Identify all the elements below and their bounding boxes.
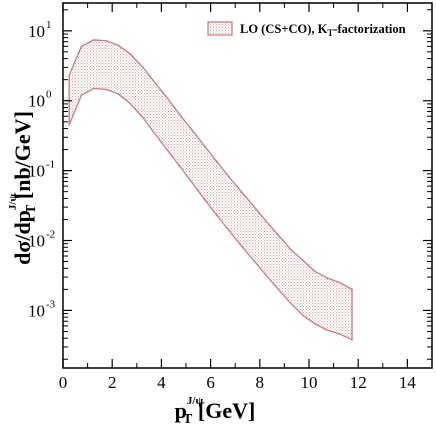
y-tick-label: 10 bbox=[28, 232, 45, 251]
band-upper-point bbox=[265, 220, 267, 222]
band-upper-point bbox=[351, 288, 353, 291]
y-axis-title-sup: J/ψ bbox=[7, 194, 19, 211]
legend-label-sub: T bbox=[327, 28, 333, 38]
x-axis-title-sup: J/ψ bbox=[187, 395, 204, 407]
band-upper-point bbox=[252, 205, 255, 207]
band-lower-point bbox=[142, 116, 144, 119]
tick-layer bbox=[62, 3, 432, 368]
y-tick-exponent: -3 bbox=[46, 298, 56, 310]
band-upper-point bbox=[80, 45, 83, 48]
y-tick-label: 10 bbox=[28, 162, 45, 181]
y-tick-exponent: 1 bbox=[46, 19, 52, 31]
x-tick-label: 0 bbox=[59, 373, 68, 392]
band-upper-point bbox=[203, 145, 206, 147]
band-upper-point bbox=[129, 53, 132, 56]
band-upper-point bbox=[179, 113, 181, 116]
y-axis-title-main: dσ/dp bbox=[10, 210, 35, 265]
plot-frame bbox=[62, 2, 433, 369]
y-tick-label: 10 bbox=[28, 301, 45, 320]
x-axis-title-sub: T bbox=[183, 412, 193, 427]
band-lower-point bbox=[179, 165, 181, 168]
band-upper-point bbox=[68, 74, 70, 77]
band-upper-point bbox=[117, 44, 120, 47]
band-upper-point bbox=[289, 248, 292, 251]
band-lower-point bbox=[92, 87, 95, 90]
x-tick-label: 8 bbox=[256, 373, 265, 392]
x-axis-title: pJ/ψ T [GeV] bbox=[175, 395, 256, 427]
band-upper-point bbox=[191, 129, 193, 131]
x-tick-label: 12 bbox=[350, 373, 367, 392]
legend-label-pre: LO (CS+CO), K bbox=[240, 22, 328, 36]
band-lower-point bbox=[351, 338, 353, 341]
band-lower-point bbox=[240, 245, 243, 247]
band-lower-point bbox=[166, 149, 169, 152]
band-lower-point bbox=[203, 198, 206, 200]
x-tick-label: 6 bbox=[206, 373, 215, 392]
x-tick-label: 4 bbox=[157, 373, 166, 392]
band-upper-point bbox=[105, 39, 107, 42]
band-lower-point bbox=[277, 288, 280, 291]
band-upper-point bbox=[302, 259, 304, 262]
x-tick-label: 10 bbox=[301, 373, 318, 392]
legend: LO (CS+CO), KT-factorization bbox=[207, 21, 406, 38]
legend-label: LO (CS+CO), KT-factorization bbox=[240, 22, 406, 38]
y-tick-exponent: -2 bbox=[46, 229, 55, 241]
band-lower-point bbox=[314, 323, 316, 325]
band-upper-point bbox=[92, 39, 95, 41]
band-lower-point bbox=[338, 333, 341, 335]
y-axis-title: dσ/dpJ/ψ T [nb/GeV] bbox=[7, 111, 39, 265]
band-lower-point bbox=[80, 94, 83, 96]
band-upper-point bbox=[326, 277, 329, 279]
band-layer bbox=[68, 39, 353, 341]
band-upper-point bbox=[277, 234, 280, 236]
band-upper-point bbox=[314, 270, 316, 273]
y-axis-title-unit: [nb/GeV] bbox=[10, 111, 35, 205]
band-upper-point bbox=[142, 66, 144, 69]
band-lower-point bbox=[154, 133, 157, 136]
x-tick-label: 2 bbox=[108, 373, 117, 392]
band-lower-point bbox=[326, 329, 329, 332]
band-lower-point bbox=[117, 93, 120, 95]
band-upper-point bbox=[215, 160, 218, 163]
y-axis-title-sub: T bbox=[24, 204, 39, 214]
band-lower-point bbox=[252, 259, 255, 262]
y-tick-exponent: 0 bbox=[46, 89, 52, 101]
band-lower-point bbox=[215, 214, 218, 217]
y-tick-label: 10 bbox=[28, 92, 45, 111]
band-upper-point bbox=[154, 82, 157, 84]
band-lower-point bbox=[265, 274, 267, 276]
y-tick-exponent: -1 bbox=[46, 159, 55, 171]
band-lower-point bbox=[129, 103, 132, 105]
band-upper-point bbox=[240, 190, 243, 193]
band-lower-point bbox=[228, 229, 230, 232]
x-axis-title-main: p bbox=[175, 398, 187, 423]
series-band-0 bbox=[68, 39, 353, 341]
band-lower-point bbox=[105, 88, 107, 91]
y-tick-label: 10 bbox=[28, 22, 45, 41]
x-axis-title-unit: [GeV] bbox=[192, 398, 255, 423]
band-upper-point bbox=[228, 176, 230, 178]
band-upper-point bbox=[166, 97, 169, 100]
legend-swatch bbox=[207, 21, 233, 36]
x-tick-label: 14 bbox=[399, 373, 417, 392]
band-lower-point bbox=[289, 302, 292, 304]
band-upper-point bbox=[338, 281, 341, 284]
band-lower-point bbox=[302, 314, 304, 317]
band-lower-point bbox=[191, 181, 193, 184]
band-lower-point bbox=[68, 124, 70, 126]
legend-label-post: -factorization bbox=[333, 22, 405, 36]
